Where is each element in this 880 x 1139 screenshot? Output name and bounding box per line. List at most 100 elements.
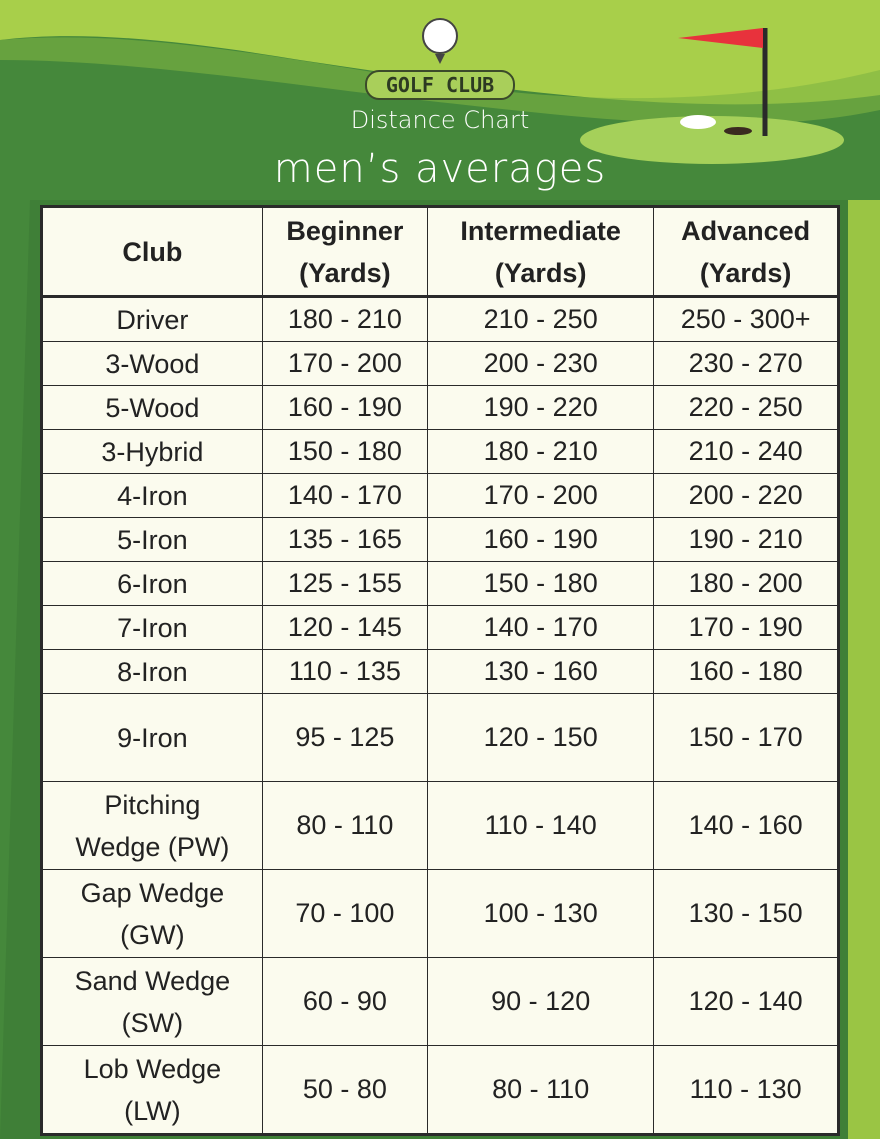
cell-line: 5-Iron [117,524,188,555]
distance-cell: 190 - 220 [427,385,655,430]
distance-cell: 180 - 210 [427,429,655,474]
club-cell: 5-Iron [41,517,263,562]
cell-line: 3-Wood [105,348,200,379]
cell-line: 4-Iron [117,480,188,511]
distance-cell: 220 - 250 [653,385,839,430]
distance-cell: 135 - 165 [261,517,429,562]
row: 4-Iron 140 - 170 170 - 200 200 - 220 [41,473,839,518]
cell-line: 7-Iron [117,612,188,643]
column-header: Advanced (Yards) [653,206,839,298]
column-header: Intermediate (Yards) [427,206,655,298]
row: 3-Wood 170 - 200 200 - 230 230 - 270 [41,341,839,386]
distance-cell: 110 - 140 [427,781,655,870]
row: 8-Iron 110 - 135 130 - 160 160 - 180 [41,649,839,694]
club-cell: 3-Wood [41,341,263,386]
distance-cell: 170 - 200 [261,341,429,386]
club-cell: 5-Wood [41,385,263,430]
distance-cell: 125 - 155 [261,561,429,606]
club-cell: Pitching Wedge (PW) [41,781,263,870]
club-cell: 6-Iron [41,561,263,606]
club-cell: Sand Wedge (SW) [41,957,263,1046]
distance-cell: 130 - 160 [427,649,655,694]
row: Lob Wedge (LW) 50 - 80 80 - 110 110 - 130 [41,1045,839,1135]
row: 5-Iron 135 - 165 160 - 190 190 - 210 [41,517,839,562]
cell-line: Beginner [286,215,404,246]
distance-cell: 210 - 240 [653,429,839,474]
cell-line: Intermediate [460,215,621,246]
cell-line: Wedge (PW) [75,831,230,862]
distance-cell: 230 - 270 [653,341,839,386]
cell-line: Lob Wedge [83,1053,222,1084]
distance-cell: 120 - 150 [427,693,655,782]
distance-cell: 120 - 145 [261,605,429,650]
distance-cell: 110 - 130 [653,1045,839,1135]
row: 9-Iron 95 - 125 120 - 150 150 - 170 [41,693,839,782]
logo: GOLF CLUB [365,70,515,100]
club-cell: 3-Hybrid [41,429,263,474]
row: Sand Wedge (SW) 60 - 90 90 - 120 120 - 140 [41,957,839,1046]
row: Pitching Wedge (PW) 80 - 110 110 - 140 140 -… [41,781,839,870]
distance-cell: 180 - 200 [653,561,839,606]
distance-cell: 140 - 170 [261,473,429,518]
column-header: Club [41,206,263,298]
row: 5-Wood 160 - 190 190 - 220 220 - 250 [41,385,839,430]
distance-cell: 250 - 300+ [653,296,839,342]
cell-line: 6-Iron [117,568,188,599]
distance-cell: 170 - 200 [427,473,655,518]
distance-cell: 200 - 220 [653,473,839,518]
club-cell: 4-Iron [41,473,263,518]
row: Gap Wedge (GW) 70 - 100 100 - 130 130 - 150 [41,869,839,958]
distance-cell: 160 - 190 [427,517,655,562]
cell-line: (LW) [124,1095,181,1126]
cell-line: (Yards) [299,257,391,288]
distance-cell: 140 - 170 [427,605,655,650]
cell-line: (GW) [120,919,185,950]
header-row: Club Beginner (Yards) Intermediate (Yards) Ad… [41,206,839,298]
cell-line: Club [122,236,183,267]
club-cell: Driver [41,296,263,342]
cell-line: 9-Iron [117,722,188,753]
row: Driver 180 - 210 210 - 250 250 - 300+ [41,296,839,342]
cell-line: Sand Wedge [74,965,231,996]
distance-cell: 70 - 100 [261,869,429,958]
distance-cell: 150 - 180 [261,429,429,474]
distance-cell: 140 - 160 [653,781,839,870]
distance-cell: 60 - 90 [261,957,429,1046]
row: 7-Iron 120 - 145 140 - 170 170 - 190 [41,605,839,650]
club-cell: Gap Wedge (GW) [41,869,263,958]
distance-cell: 160 - 190 [261,385,429,430]
cell-line: Advanced [681,215,811,246]
distance-cell: 150 - 170 [653,693,839,782]
cell-line: Driver [116,304,189,335]
cell-line: 3-Hybrid [101,436,204,467]
subtitle: Distance Chart [350,106,530,134]
distance-cell: 130 - 150 [653,869,839,958]
distance-cell: 120 - 140 [653,957,839,1046]
cell-line: (Yards) [699,257,792,288]
row: 6-Iron 125 - 155 150 - 180 180 - 200 [41,561,839,606]
club-cell: 8-Iron [41,649,263,694]
distance-cell: 100 - 130 [427,869,655,958]
club-cell: Lob Wedge (LW) [41,1045,263,1135]
distance-cell: 180 - 210 [261,296,429,342]
distance-cell: 210 - 250 [427,296,655,342]
distance-cell: 160 - 180 [653,649,839,694]
column-header: Beginner (Yards) [261,206,429,298]
distance-cell: 200 - 230 [427,341,655,386]
distance-table: Club Beginner (Yards) Intermediate (Yards) Ad… [40,205,840,1136]
cell-line: 8-Iron [117,656,188,687]
distance-cell: 80 - 110 [261,781,429,870]
distance-cell: 80 - 110 [427,1045,655,1135]
tagline: men’s averages [273,146,607,192]
distance-cell: 90 - 120 [427,957,655,1046]
cell-line: 5-Wood [105,392,200,423]
cell-line: (SW) [121,1007,184,1038]
cell-line: Gap Wedge [80,877,225,908]
distance-cell: 170 - 190 [653,605,839,650]
distance-cell: 95 - 125 [261,693,429,782]
cell-line: (Yards) [494,257,587,288]
distance-cell: 110 - 135 [261,649,429,694]
distance-cell: 190 - 210 [653,517,839,562]
distance-cell: 150 - 180 [427,561,655,606]
